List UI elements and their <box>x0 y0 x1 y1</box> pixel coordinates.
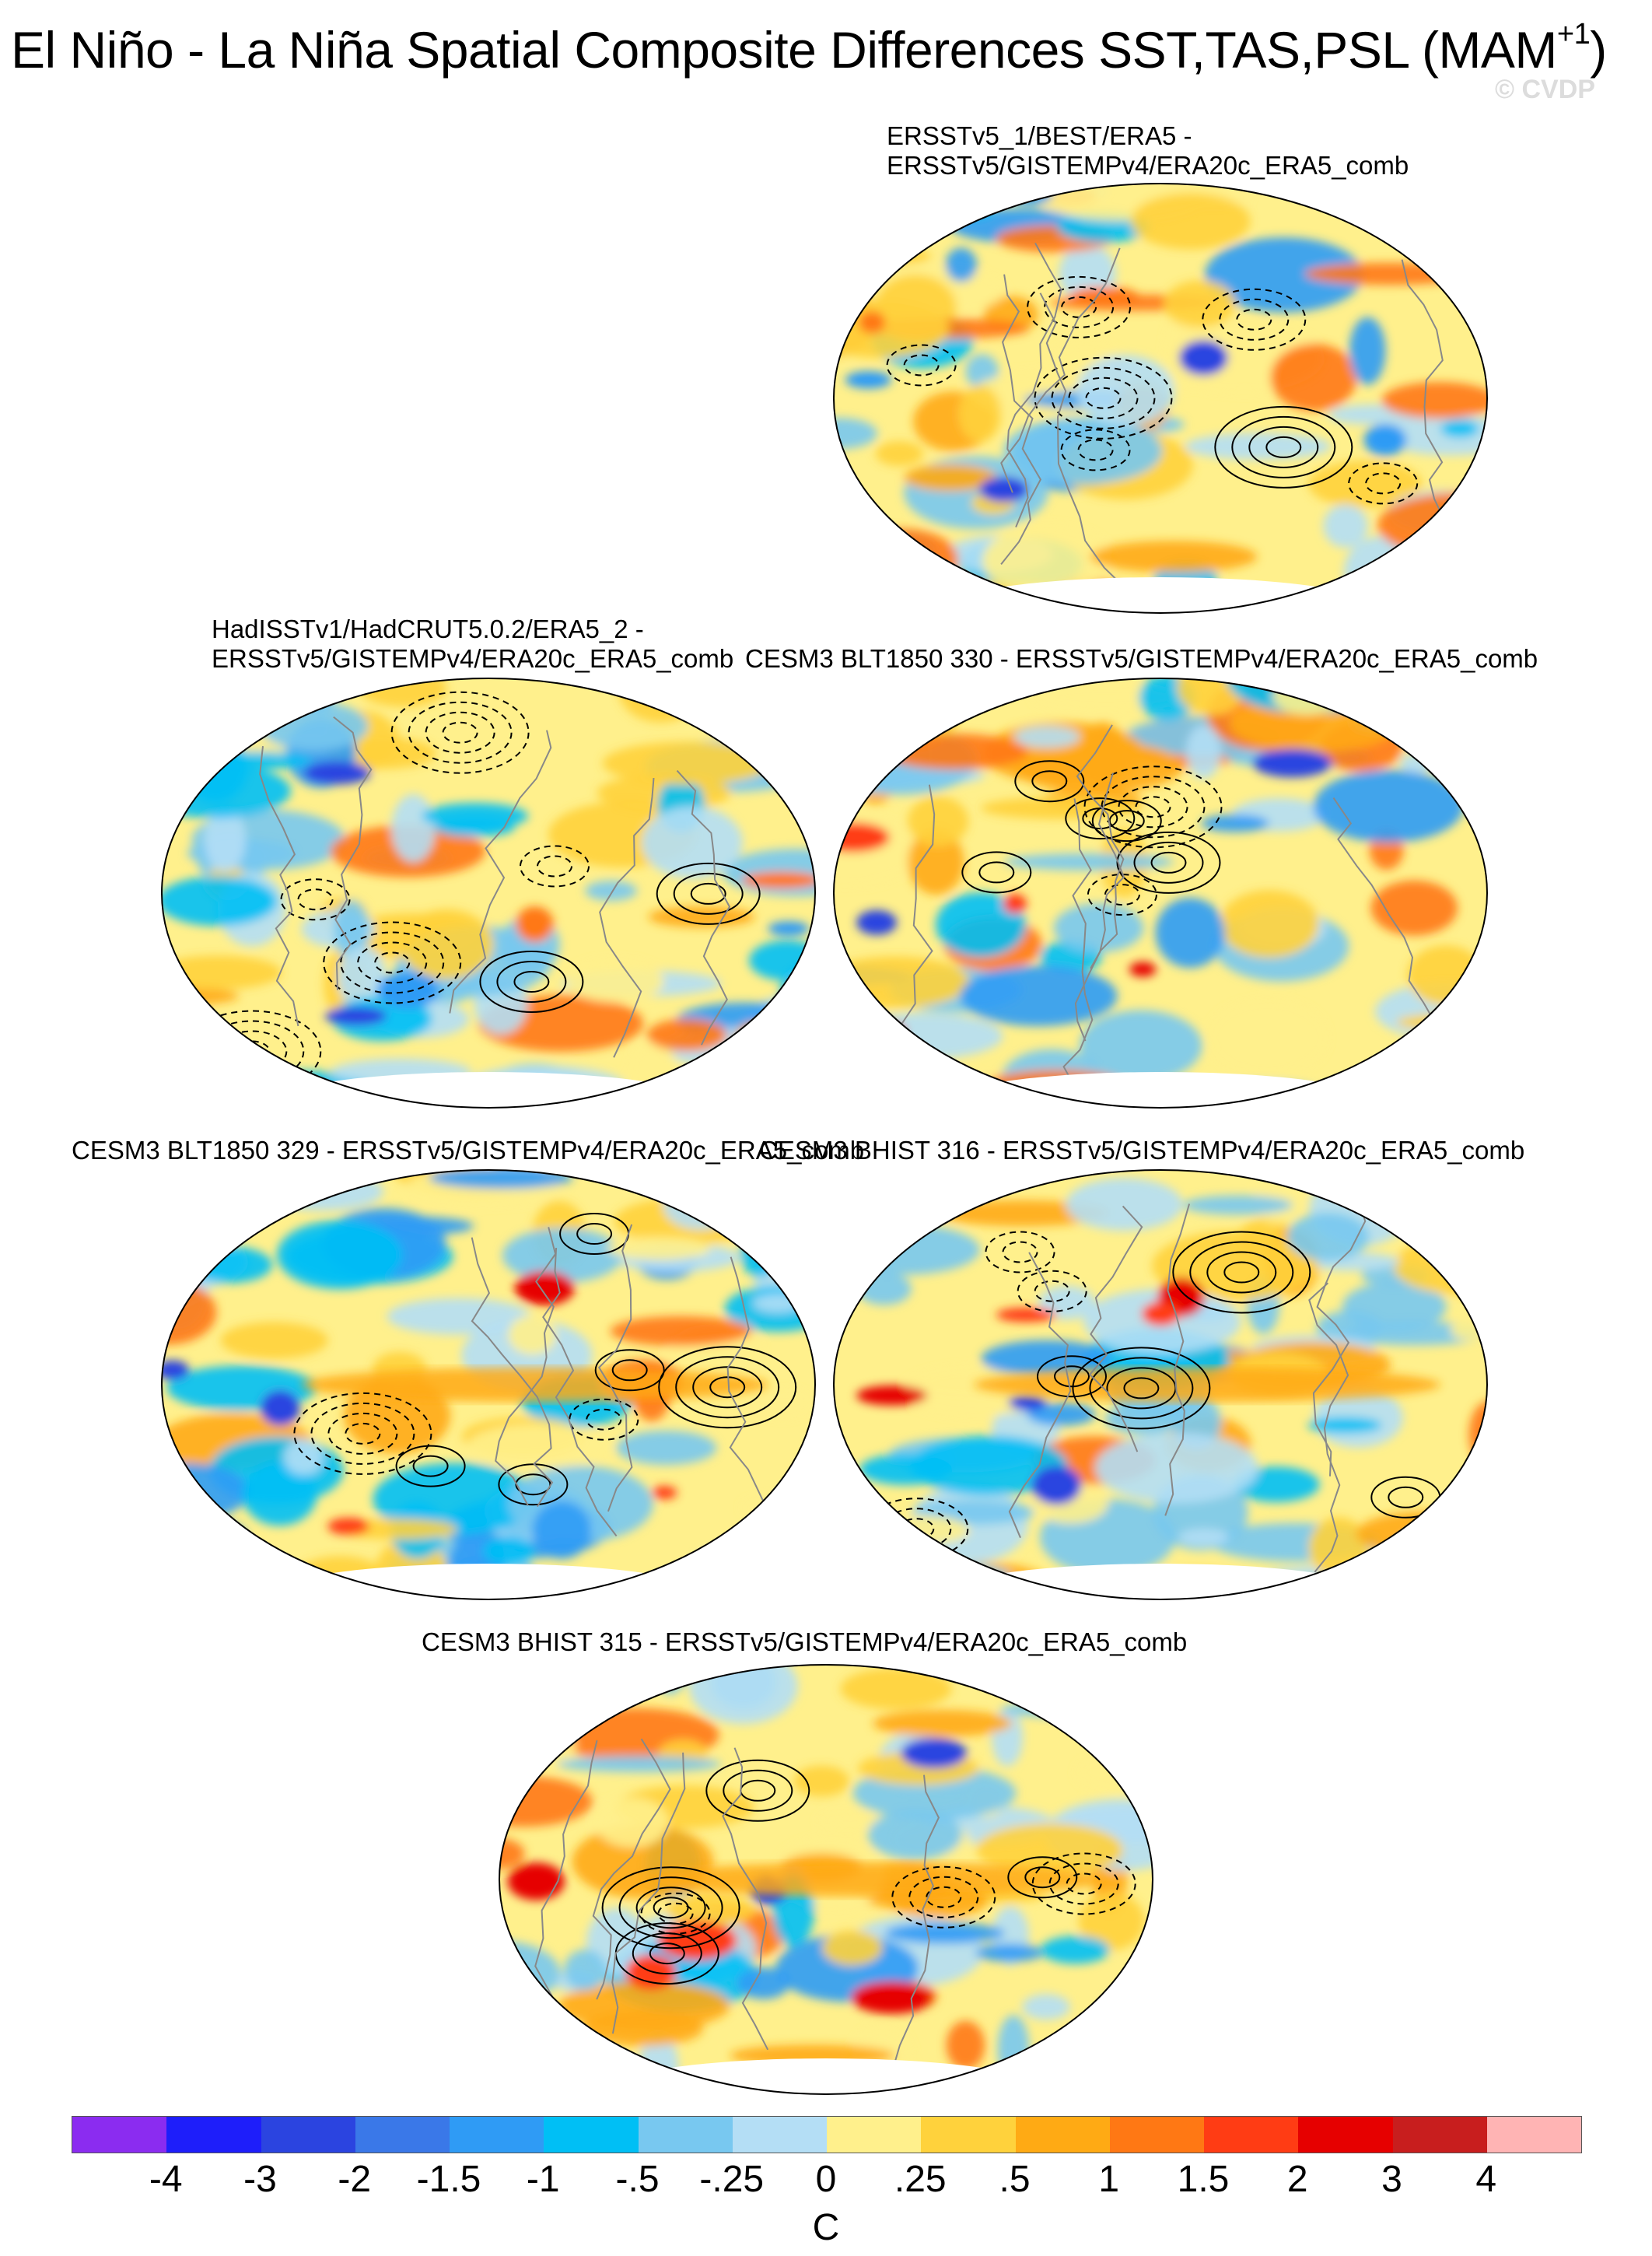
colorbar-tick-label: -1 <box>526 2159 560 2200</box>
panel-1-title: ERSSTv5_1/BEST/ERA5 - ERSSTv5/GISTEMPv4/E… <box>887 121 1409 180</box>
colorbar-swatch <box>166 2117 261 2153</box>
colorbar-tick-label: .5 <box>999 2159 1031 2200</box>
panel-3-map <box>831 675 1490 1111</box>
colorbar-tick-label: 3 <box>1381 2159 1402 2200</box>
colorbar-tick-label: -.5 <box>615 2159 660 2200</box>
colorbar-tick-label: 1 <box>1098 2159 1120 2200</box>
colorbar-units: C <box>812 2207 840 2248</box>
panel-3-title: CESM3 BLT1850 330 - ERSSTv5/GISTEMPv4/ER… <box>745 644 1538 673</box>
colorbar-tick-label: 2 <box>1286 2159 1308 2200</box>
colorbar-swatch <box>1392 2117 1487 2153</box>
globe-map <box>161 1169 816 1600</box>
colorbar-tick-label: -3 <box>243 2159 277 2200</box>
panel-4-title: CESM3 BLT1850 329 - ERSSTv5/GISTEMPv4/ER… <box>72 1136 865 1165</box>
colorbar-swatch <box>261 2117 355 2153</box>
globe-map <box>833 183 1488 614</box>
colorbar-swatch <box>355 2117 450 2153</box>
colorbar-swatch <box>1204 2117 1299 2153</box>
panel-4-map <box>159 1167 818 1603</box>
colorbar-swatch <box>1486 2117 1581 2153</box>
panel-6-title: CESM3 BHIST 315 - ERSSTv5/GISTEMPv4/ERA2… <box>422 1627 1188 1656</box>
colorbar <box>72 2116 1582 2153</box>
colorbar-tick-label: .25 <box>894 2159 947 2200</box>
colorbar-swatch <box>72 2117 167 2153</box>
panel-6-map <box>496 1662 1156 2097</box>
globe-map <box>161 678 816 1109</box>
colorbar-swatch <box>450 2117 544 2153</box>
colorbar-tick-label: -1.5 <box>416 2159 481 2200</box>
colorbar-tick-label: 1.5 <box>1177 2159 1230 2200</box>
figure-title: El Niño - La Niña Spatial Composite Diff… <box>11 18 1607 79</box>
colorbar-swatch <box>1109 2117 1204 2153</box>
colorbar-tick-label: 0 <box>815 2159 837 2200</box>
globe-map <box>833 678 1488 1109</box>
colorbar-swatch <box>1015 2117 1110 2153</box>
panel-1-map <box>831 180 1490 616</box>
colorbar-swatch <box>1298 2117 1393 2153</box>
colorbar-swatch <box>921 2117 1016 2153</box>
globe-map <box>499 1664 1153 2095</box>
colorbar-tick-label: -.25 <box>699 2159 765 2200</box>
colorbar-swatch <box>544 2117 639 2153</box>
panel-5-title: CESM3 BHIST 316 - ERSSTv5/GISTEMPv4/ERA2… <box>759 1136 1525 1165</box>
colorbar-swatch <box>638 2117 733 2153</box>
panel-2-map <box>159 675 818 1111</box>
colorbar-swatch <box>827 2117 922 2153</box>
panel-2-title: HadISSTv1/HadCRUT5.0.2/ERA5_2 - ERSSTv5/G… <box>212 615 734 673</box>
colorbar-tick-label: -4 <box>149 2159 183 2200</box>
colorbar-tick-label: -2 <box>338 2159 372 2200</box>
panel-5-map <box>831 1167 1490 1603</box>
watermark: © CVDP <box>1495 75 1595 104</box>
colorbar-tick-label: 4 <box>1475 2159 1497 2200</box>
colorbar-swatch <box>732 2117 827 2153</box>
globe-map <box>833 1169 1488 1600</box>
